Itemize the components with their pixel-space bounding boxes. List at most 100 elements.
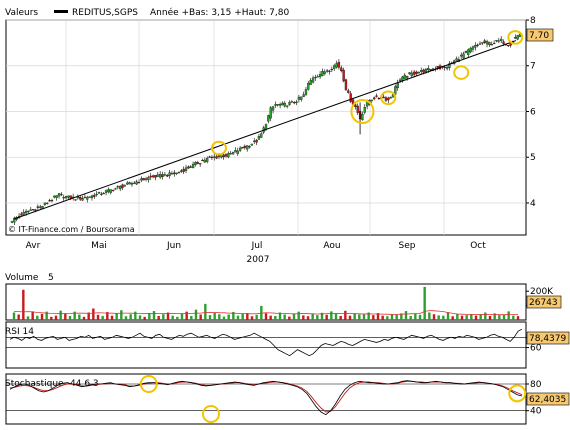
candle-body — [347, 90, 350, 93]
volume-bar — [40, 313, 44, 320]
candle-body — [168, 172, 171, 176]
price-x-ticks: Avr Mai Jun Jul Aou Sep Oct — [26, 241, 487, 251]
highlight-circle — [139, 375, 158, 393]
candle-body — [314, 77, 317, 79]
last-rsi-badge: 78,4379 — [526, 331, 570, 345]
stoch-markers — [139, 375, 527, 423]
volume-bar — [395, 314, 398, 320]
candle-body — [495, 40, 498, 42]
candle-body — [325, 70, 329, 72]
candle-body — [39, 206, 42, 208]
candle-body — [417, 72, 421, 74]
candle-body — [67, 195, 70, 198]
volume-bar — [92, 308, 95, 320]
volume-bar — [17, 314, 20, 320]
candle-body — [57, 193, 61, 197]
volume-bar — [479, 314, 482, 320]
candle-body — [307, 82, 310, 90]
volume-bar — [516, 316, 520, 320]
rsi-line — [9, 328, 523, 357]
volume-bar — [348, 315, 352, 320]
candle-body — [300, 96, 303, 100]
candle-body — [349, 93, 352, 102]
highlight-circle — [350, 98, 375, 125]
volume-bar — [54, 315, 58, 320]
volume-bar — [484, 312, 487, 320]
candle-body — [238, 147, 242, 151]
candle-body — [365, 101, 369, 107]
candle-body — [203, 159, 207, 163]
candle-body — [248, 146, 251, 148]
volume-bar — [493, 313, 496, 320]
volume-panel: Volume 5 200K 26743 — [5, 273, 562, 321]
x-tick-label: Mai — [91, 241, 107, 251]
candle-body — [241, 147, 244, 149]
candle-body — [274, 104, 277, 106]
x-tick-label: Oct — [470, 241, 486, 251]
candle-body — [159, 174, 162, 178]
candle-body — [222, 154, 225, 158]
candle-body — [471, 46, 475, 50]
candle-body — [443, 66, 446, 68]
year-label: 2007 — [247, 255, 270, 265]
candle-body — [507, 45, 510, 47]
candle-body — [201, 159, 204, 162]
candle-body — [497, 40, 500, 42]
candle-body — [100, 193, 103, 195]
last-price-value: 7,70 — [529, 31, 549, 41]
candle-body — [177, 172, 181, 174]
candle-body — [290, 101, 294, 103]
candle-body — [135, 181, 138, 185]
candle-body — [500, 38, 503, 42]
volume-bar — [409, 315, 412, 320]
last-stoch-badge: 62,4035 — [526, 392, 570, 406]
candle-body — [382, 96, 385, 98]
volume-moving-average — [13, 310, 519, 316]
candle-body — [502, 41, 505, 44]
volume-bar — [423, 286, 426, 320]
volume-bar — [134, 311, 137, 320]
volume-bar — [222, 316, 226, 320]
volume-bar — [96, 314, 100, 320]
candle-body — [126, 182, 129, 185]
volume-bar — [507, 311, 510, 320]
candle-body — [460, 54, 463, 57]
volume-bar — [218, 314, 221, 320]
candle-body — [215, 156, 218, 159]
candle-body — [29, 209, 32, 211]
candle-body — [34, 209, 37, 211]
volume-bar — [269, 315, 272, 320]
volume-bar — [278, 312, 282, 320]
volume-bar — [199, 314, 202, 320]
volume-bar — [474, 315, 478, 320]
candle-body — [276, 103, 279, 106]
volume-bar — [185, 311, 188, 320]
candle-body — [302, 94, 305, 97]
volume-bar — [204, 303, 207, 320]
candle-body — [469, 47, 472, 53]
candle-body — [328, 70, 331, 72]
volume-bar — [274, 315, 277, 320]
candle-body — [76, 196, 80, 199]
last-rsi-box — [526, 331, 570, 345]
volume-bar — [232, 311, 235, 320]
volume-bar — [171, 315, 174, 320]
candle-body — [405, 76, 409, 79]
volume-bar — [45, 311, 48, 320]
candle-body — [81, 198, 84, 201]
candle-body — [384, 97, 388, 101]
candle-body — [137, 182, 141, 184]
candle-body — [111, 189, 115, 191]
last-price-box — [526, 28, 554, 42]
volume-bar — [502, 314, 506, 320]
candle-body — [485, 41, 489, 45]
candle-body — [316, 76, 319, 78]
candle-body — [191, 163, 195, 168]
candle-body — [389, 96, 392, 99]
candle-body — [474, 45, 477, 48]
candle-body — [516, 35, 519, 40]
candle-body — [144, 178, 148, 180]
candle-body — [10, 221, 14, 223]
legend-swatch — [54, 10, 68, 13]
candle-body — [278, 104, 282, 106]
